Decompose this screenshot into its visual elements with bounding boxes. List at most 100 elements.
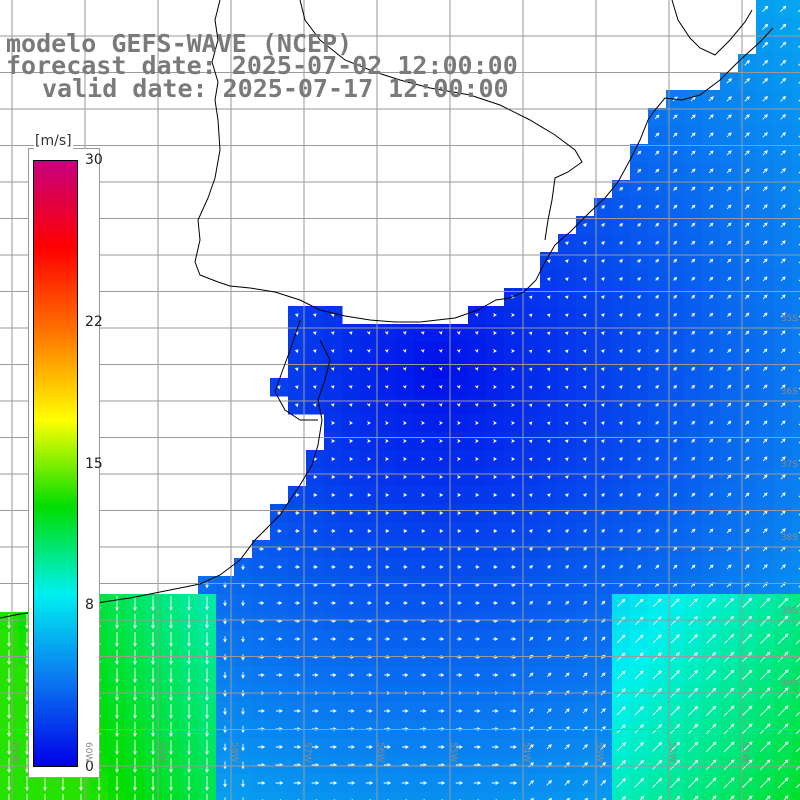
wind-arrow [403, 439, 407, 443]
wind-arrow [313, 547, 318, 551]
wind-arrow [115, 758, 119, 773]
wind-arrow [457, 439, 461, 443]
wind-arrow [583, 223, 587, 227]
wind-arrow [456, 348, 461, 353]
wind-arrow [582, 331, 587, 336]
wind-arrow [365, 745, 373, 749]
wind-arrow [637, 204, 642, 209]
wind-arrow [780, 258, 786, 264]
wind-arrow [670, 777, 681, 788]
lon-label: 51W [740, 742, 750, 763]
wind-arrow [401, 781, 410, 785]
wind-arrow [795, 783, 800, 789]
wind-arrow [457, 475, 462, 479]
wind-arrow [741, 741, 753, 753]
wind-cell [756, 792, 775, 800]
wind-arrow [564, 367, 569, 372]
wind-cell [414, 792, 433, 800]
wind-arrow [795, 657, 800, 663]
wind-arrow [564, 744, 570, 750]
wind-arrow [349, 457, 354, 461]
wind-arrow [673, 240, 678, 245]
wind-arrow [600, 672, 606, 678]
wind-arrow [619, 186, 624, 191]
wind-arrow [565, 511, 569, 515]
wind-arrow [759, 633, 771, 645]
wind-arrow [438, 745, 445, 749]
wind-arrow [169, 668, 173, 683]
wind-arrow [565, 457, 569, 461]
wind-arrow [673, 384, 678, 389]
wind-arrow [744, 59, 751, 66]
wind-arrow [312, 601, 319, 605]
wind-cell [792, 252, 800, 271]
wind-arrow [601, 439, 605, 443]
wind-arrow [438, 402, 443, 407]
wind-arrow [330, 673, 337, 677]
wind-arrow [762, 276, 768, 282]
wind-arrow [564, 313, 569, 318]
wind-arrow [706, 669, 717, 680]
wind-arrow [616, 742, 626, 752]
wind-cell [324, 792, 343, 800]
wind-arrow [780, 95, 787, 102]
wind-arrow [727, 348, 732, 353]
wind-arrow [241, 618, 245, 625]
wind-arrow [115, 614, 119, 629]
wind-arrow [115, 704, 119, 719]
wind-arrow [777, 777, 789, 789]
wind-arrow [366, 348, 371, 353]
wind-arrow [601, 367, 605, 371]
wind-arrow [312, 349, 317, 354]
wind-arrow [528, 421, 533, 426]
wind-arrow [726, 258, 732, 264]
wind-arrow [780, 240, 786, 246]
wind-arrow [780, 528, 786, 534]
wind-arrow [546, 349, 551, 354]
wind-arrow [582, 349, 587, 354]
wind-arrow [673, 330, 678, 335]
wind-arrow [708, 168, 714, 174]
wind-arrow [529, 565, 533, 569]
wind-arrow [511, 421, 515, 425]
wind-arrow [583, 600, 588, 605]
wind-arrow [726, 222, 732, 228]
wind-arrow [564, 779, 571, 786]
wind-arrow [241, 761, 245, 770]
wind-arrow [528, 331, 533, 336]
wind-arrow [331, 565, 336, 569]
colorbar-tick-30: 30 [85, 152, 103, 168]
wind-arrow [724, 615, 735, 626]
wind-arrow [546, 421, 551, 426]
wind-arrow [493, 529, 498, 533]
wind-arrow [187, 668, 191, 683]
wind-arrow [438, 709, 445, 713]
wind-arrow [690, 510, 696, 516]
wind-arrow [582, 385, 587, 390]
wind-cell [792, 792, 800, 800]
wind-arrow [511, 547, 516, 551]
wind-arrow [421, 493, 426, 497]
wind-arrow [723, 741, 735, 753]
wind-arrow [548, 797, 553, 800]
wind-arrow [652, 759, 663, 770]
wind-arrow [583, 295, 587, 299]
wind-arrow [26, 794, 28, 800]
wind-arrow [421, 583, 426, 587]
wind-arrow [582, 708, 588, 714]
wind-arrow [331, 547, 336, 551]
wind-cell [666, 792, 685, 800]
wind-arrow [759, 777, 771, 789]
wind-cell [792, 180, 800, 199]
wind-arrow [727, 384, 732, 389]
wind-arrow [511, 493, 516, 497]
wind-arrow [438, 348, 443, 353]
wind-arrow [241, 636, 245, 643]
wind-arrow [151, 758, 155, 773]
wind-arrow [673, 258, 678, 263]
wind-arrow [601, 204, 606, 209]
wind-arrow [688, 705, 699, 716]
wind-arrow [311, 745, 320, 749]
wind-arrow [528, 349, 533, 354]
